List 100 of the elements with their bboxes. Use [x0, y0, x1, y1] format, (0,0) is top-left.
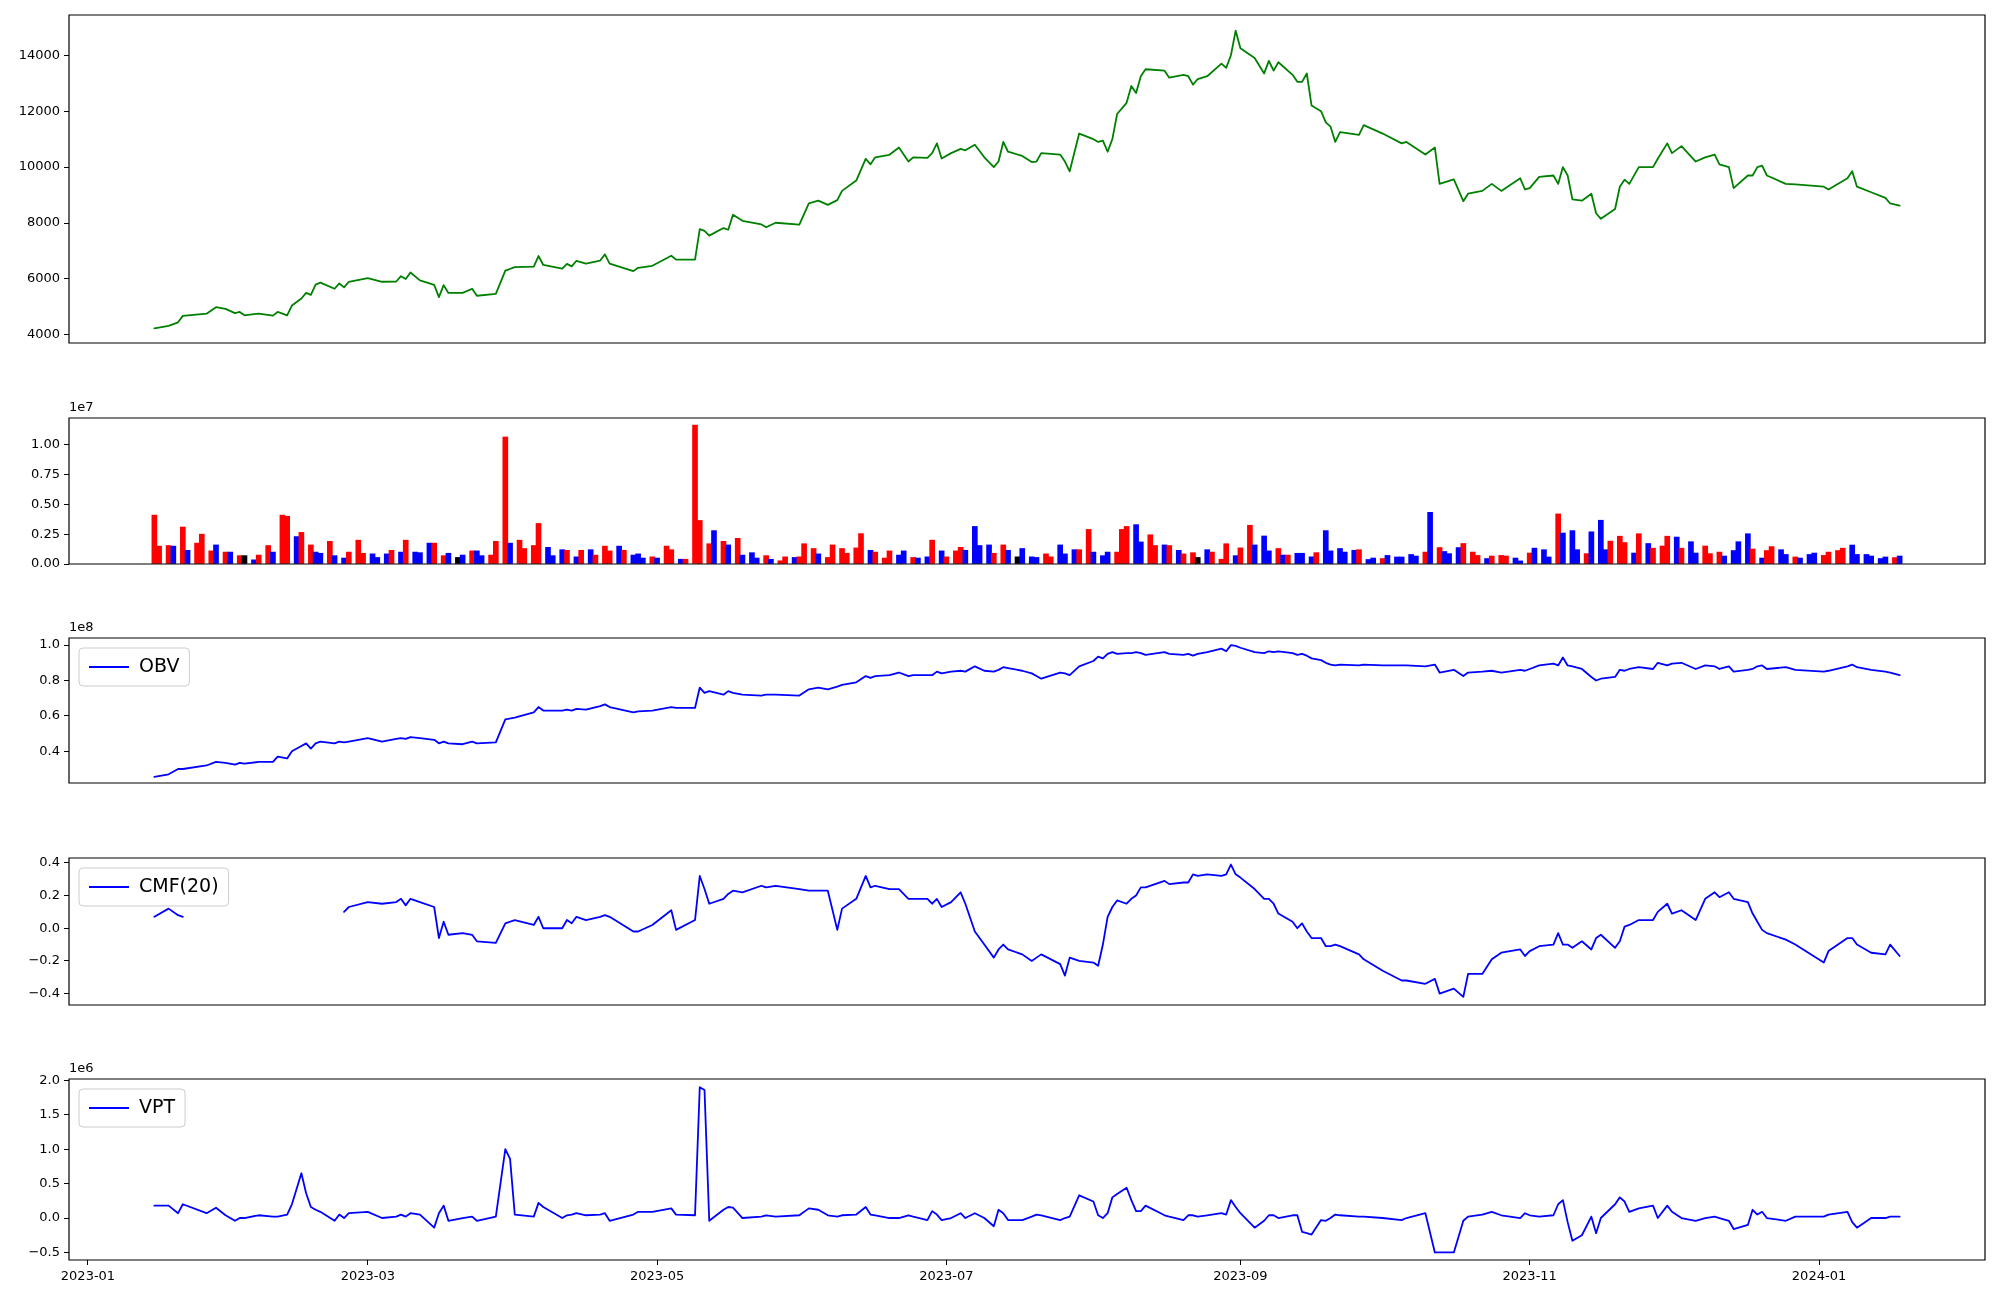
bar — [1598, 519, 1604, 564]
legend-label: CMF(20) — [139, 873, 219, 896]
bar — [1745, 533, 1751, 564]
bar — [1673, 536, 1680, 564]
bar — [1190, 552, 1196, 564]
bar — [1427, 512, 1433, 564]
bar — [972, 526, 978, 564]
bar — [734, 538, 741, 564]
bar — [1721, 555, 1727, 564]
bar — [255, 554, 262, 564]
bar — [1209, 551, 1215, 564]
text: 1e8 — [69, 618, 94, 634]
bar — [843, 552, 850, 564]
bar — [801, 543, 807, 564]
bar — [1849, 544, 1856, 564]
bar — [900, 550, 907, 564]
y-tick-label: 8000 — [26, 214, 60, 230]
bar — [1811, 552, 1818, 564]
bar — [986, 544, 992, 564]
y-tick-label: 1.0 — [39, 1140, 60, 1156]
y-tick-label: 2.0 — [39, 1071, 60, 1087]
text: 1e7 — [69, 398, 94, 414]
bar — [1635, 533, 1642, 564]
bar — [1285, 554, 1291, 564]
y-tick-label: −0.5 — [28, 1243, 60, 1259]
bar — [990, 552, 997, 564]
bar — [265, 545, 272, 564]
legend-label: OBV — [139, 653, 180, 676]
y-tick-label: 1.00 — [31, 436, 60, 452]
y-tick-label: 0.5 — [39, 1174, 60, 1190]
bar — [213, 544, 219, 564]
x-tick-label: 2023-05 — [629, 1268, 685, 1284]
y-tick-label: 4000 — [26, 326, 60, 342]
y-tick-label: 0.8 — [39, 671, 60, 687]
bar — [1868, 555, 1875, 564]
y-tick-label: −0.4 — [28, 984, 60, 1000]
bar — [929, 539, 935, 564]
x-tick-label: 2023-03 — [340, 1268, 395, 1284]
bar — [668, 549, 675, 564]
bar — [1247, 524, 1253, 564]
y-tick-label: 12000 — [18, 102, 60, 118]
bar — [1555, 513, 1561, 564]
bar — [345, 551, 352, 564]
y-tick-label: 0.0 — [39, 1209, 60, 1225]
y-tick-label: 0.75 — [31, 465, 60, 481]
y-tick-label: 1.5 — [39, 1106, 60, 1122]
bar — [872, 551, 879, 564]
bar — [374, 557, 381, 564]
bar — [763, 555, 769, 564]
bar — [1356, 549, 1362, 564]
bar — [1664, 535, 1671, 564]
bar — [1839, 547, 1846, 564]
bar — [1223, 543, 1230, 564]
y-tick-label: 0.50 — [31, 495, 60, 511]
bar — [1460, 543, 1467, 564]
bar — [621, 549, 627, 564]
bar — [284, 515, 290, 564]
x-tick-label: 2024-01 — [1791, 1268, 1847, 1284]
bar — [587, 549, 594, 564]
bar — [431, 542, 438, 564]
text: 1e6 — [69, 1059, 94, 1075]
bar — [1446, 553, 1452, 564]
y-tick-label: 0.2 — [39, 886, 60, 902]
bar — [1560, 532, 1566, 564]
bar — [815, 553, 822, 564]
bar — [1650, 547, 1656, 564]
bar — [1313, 552, 1320, 564]
legend-label: VPT — [139, 1094, 176, 1117]
y-tick-label: 6000 — [26, 270, 60, 286]
bar — [327, 541, 333, 564]
bar — [1019, 548, 1026, 564]
y-tick-label: 0.4 — [39, 742, 60, 758]
bar — [1341, 551, 1348, 564]
bar — [270, 551, 276, 564]
y-tick-label: 0.6 — [39, 707, 60, 723]
bar — [502, 436, 509, 564]
y-tick-label: 0.00 — [31, 555, 60, 571]
x-tick-label: 2023-09 — [1213, 1268, 1268, 1284]
bar — [355, 539, 362, 564]
y-tick-label: −0.2 — [28, 952, 60, 968]
bar — [725, 544, 732, 564]
y-tick-label: 0.4 — [39, 854, 60, 870]
bar — [1322, 530, 1329, 564]
x-tick-label: 2023-11 — [1502, 1268, 1557, 1284]
bar — [179, 526, 186, 564]
y-tick-label: 10000 — [18, 158, 60, 174]
bar — [578, 549, 585, 564]
bar — [1488, 555, 1495, 564]
bar — [564, 549, 570, 564]
bar — [507, 542, 513, 564]
y-tick-label: 0.25 — [31, 525, 60, 541]
y-tick-label: 0.0 — [39, 919, 60, 935]
x-tick-label: 2023-07 — [919, 1268, 974, 1284]
x-tick-label: 2023-01 — [60, 1268, 116, 1284]
bar — [402, 539, 409, 564]
bar — [198, 533, 205, 564]
bar — [1166, 545, 1173, 564]
y-tick-label: 1.0 — [39, 636, 60, 652]
bar — [1057, 544, 1064, 564]
bar — [711, 530, 717, 564]
